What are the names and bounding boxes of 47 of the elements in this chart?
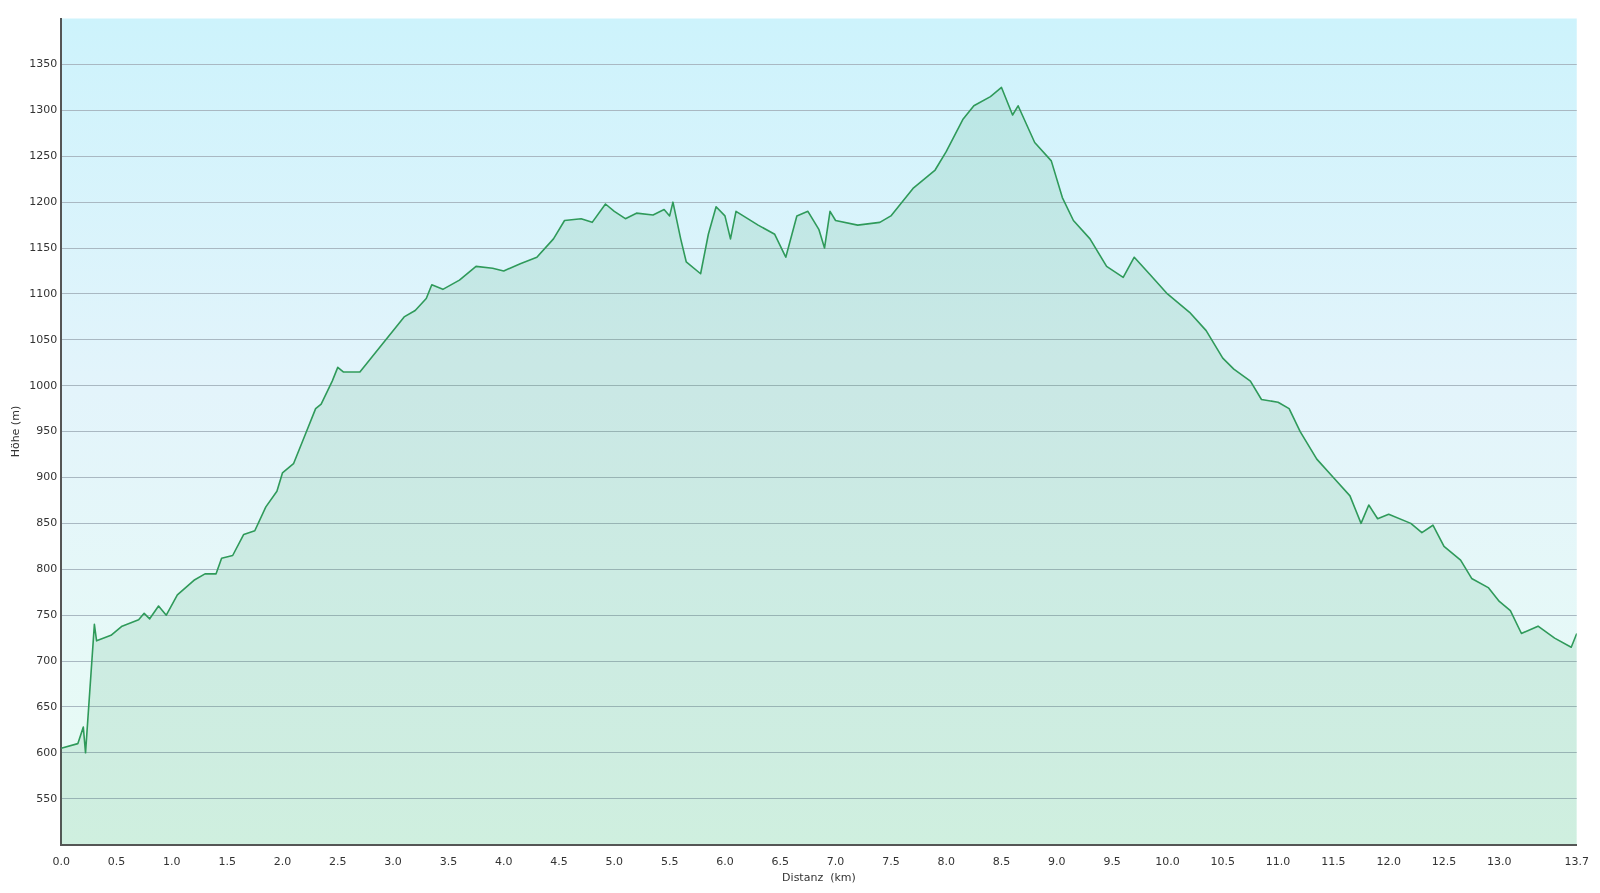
y-tick-label: 1100: [29, 286, 58, 300]
x-tick-label: 10.5: [1210, 855, 1235, 869]
x-tick-label: 1.5: [218, 855, 236, 869]
x-tick-label: 0.5: [107, 855, 126, 869]
x-tick-label: 12.5: [1431, 855, 1457, 869]
y-tick-label: 700: [36, 653, 58, 667]
x-tick-label: 6.5: [771, 855, 790, 869]
x-tick-label: 5.5: [660, 855, 679, 869]
x-tick-label: 4.0: [494, 855, 513, 869]
x-tick-label: 10.0: [1155, 855, 1180, 869]
y-tick-label: 1300: [29, 103, 58, 117]
y-tick-label: 950: [36, 424, 58, 438]
y-tick-label: 1050: [29, 332, 58, 346]
x-tick-label: 7.0: [826, 855, 845, 869]
y-tick-label: 1150: [29, 240, 58, 254]
y-tick-label: 600: [36, 745, 58, 759]
y-tick-label: 900: [36, 470, 58, 484]
y-tick-label: 1250: [29, 149, 58, 163]
x-tick-label: 7.5: [882, 855, 900, 869]
x-tick-label: 3.0: [384, 855, 402, 869]
x-tick-label: 0.0: [52, 855, 70, 869]
x-tick-label: 12.0: [1376, 855, 1401, 869]
y-tick-label: 800: [36, 562, 58, 576]
x-tick-label: 9.0: [1048, 855, 1066, 869]
y-tick-label: 750: [36, 608, 58, 622]
x-tick-label: 13.0: [1487, 855, 1512, 869]
x-tick-label: 6.0: [716, 855, 734, 869]
x-tick-label: 3.5: [439, 855, 458, 869]
y-tick-label: 550: [36, 791, 58, 805]
x-tick-label: 9.5: [1103, 855, 1121, 869]
x-tick-label: 5.0: [605, 855, 624, 869]
x-tick-label: 8.0: [937, 855, 955, 869]
x-axis-title: Distanz (km): [782, 871, 856, 885]
y-tick-label: 1200: [29, 195, 58, 209]
y-tick-label: 650: [36, 699, 58, 713]
x-tick-label: 2.0: [273, 855, 292, 869]
y-axis-title: Höhe (m): [9, 405, 23, 458]
x-tick-label: 1.0: [163, 855, 181, 869]
y-tick-label: 1000: [29, 378, 58, 392]
y-tick-label: 1350: [29, 57, 58, 71]
x-tick-label: 8.5: [992, 855, 1011, 869]
x-tick-label: 13.7: [1564, 855, 1589, 869]
x-tick-label: 4.5: [550, 855, 568, 869]
x-tick-label: 2.5: [329, 855, 347, 869]
x-tick-label: 11.5: [1321, 855, 1346, 869]
y-tick-label: 850: [36, 516, 58, 530]
x-tick-label: 11.0: [1265, 855, 1291, 869]
